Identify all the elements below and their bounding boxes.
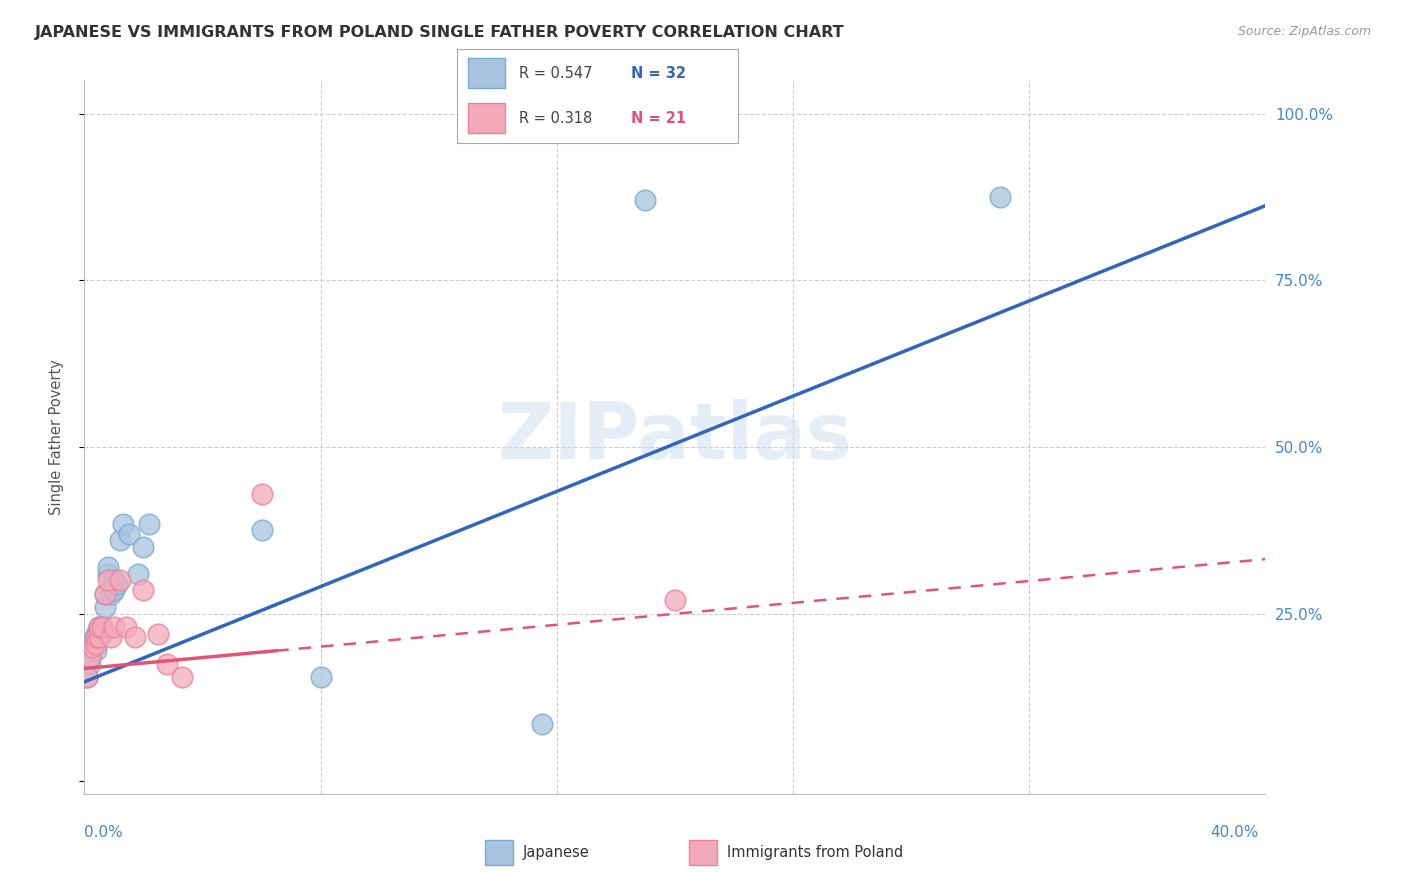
Point <box>156 657 179 671</box>
Text: Source: ZipAtlas.com: Source: ZipAtlas.com <box>1237 25 1371 38</box>
Text: N = 32: N = 32 <box>631 66 686 81</box>
Point <box>103 620 125 634</box>
Point <box>82 640 104 655</box>
Text: R = 0.318: R = 0.318 <box>519 111 592 126</box>
Point <box>89 620 111 634</box>
Point <box>103 583 125 598</box>
Point <box>82 640 104 655</box>
Text: 40.0%: 40.0% <box>1211 825 1258 839</box>
Point <box>111 516 134 531</box>
Point <box>148 627 170 641</box>
Point <box>988 190 1011 204</box>
Point <box>127 566 149 581</box>
Text: Japanese: Japanese <box>523 846 589 860</box>
Point <box>84 630 107 644</box>
Point <box>97 560 120 574</box>
Point <box>79 650 101 665</box>
Point <box>97 566 120 581</box>
Point <box>91 627 114 641</box>
Point <box>94 587 117 601</box>
Point <box>100 630 122 644</box>
Point <box>100 587 122 601</box>
Point <box>97 574 120 588</box>
Point <box>132 540 155 554</box>
Bar <box>468 59 505 88</box>
Point <box>89 630 111 644</box>
Bar <box>468 103 505 134</box>
Point <box>89 630 111 644</box>
Point <box>89 620 111 634</box>
Text: N = 21: N = 21 <box>631 111 686 126</box>
Text: Immigrants from Poland: Immigrants from Poland <box>727 846 903 860</box>
Point <box>84 643 107 657</box>
Point <box>132 583 155 598</box>
Point <box>124 630 146 644</box>
Point <box>84 637 107 651</box>
Point <box>91 620 114 634</box>
Point <box>94 587 117 601</box>
Point <box>309 670 332 684</box>
Text: ZIPatlas: ZIPatlas <box>498 399 852 475</box>
Point <box>91 620 114 634</box>
Point <box>89 620 111 634</box>
Point <box>76 670 98 684</box>
Point <box>82 633 104 648</box>
Point <box>76 670 98 684</box>
Point <box>250 524 273 538</box>
Point <box>250 487 273 501</box>
Point <box>79 657 101 671</box>
Point <box>94 600 117 615</box>
Point <box>634 194 657 208</box>
Point <box>103 574 125 588</box>
Point <box>118 526 141 541</box>
Text: JAPANESE VS IMMIGRANTS FROM POLAND SINGLE FATHER POVERTY CORRELATION CHART: JAPANESE VS IMMIGRANTS FROM POLAND SINGL… <box>35 25 845 40</box>
Point <box>79 650 101 665</box>
Point <box>108 574 131 588</box>
Text: 0.0%: 0.0% <box>84 825 124 839</box>
Point <box>105 576 128 591</box>
Text: R = 0.547: R = 0.547 <box>519 66 592 81</box>
Point <box>530 716 553 731</box>
Y-axis label: Single Father Poverty: Single Father Poverty <box>49 359 63 515</box>
Point <box>138 516 160 531</box>
Point <box>84 630 107 644</box>
Point <box>114 620 136 634</box>
Point <box>108 533 131 548</box>
Point <box>664 593 686 607</box>
Point <box>84 627 107 641</box>
Point <box>170 670 193 684</box>
